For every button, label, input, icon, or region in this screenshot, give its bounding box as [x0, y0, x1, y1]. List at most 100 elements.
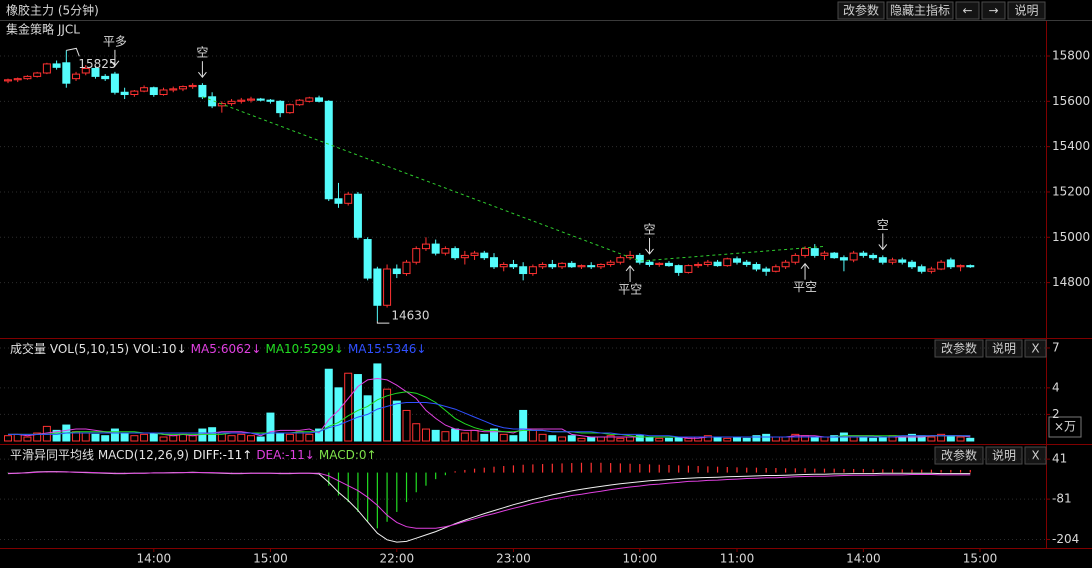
button-frame[interactable] [1024, 446, 1047, 465]
candle-body [830, 252, 839, 259]
button[interactable]: 改参数 [934, 339, 984, 358]
candle-body [752, 263, 761, 270]
y-tick-label: -81 [1052, 492, 1072, 506]
volume-bar [742, 437, 751, 442]
volume-bar [23, 436, 32, 442]
candle-body [480, 252, 489, 259]
button-frame[interactable] [886, 1, 954, 20]
button-frame[interactable] [1024, 339, 1047, 358]
button-frame[interactable] [985, 339, 1023, 358]
button[interactable]: X [1024, 446, 1047, 465]
button-frame[interactable] [955, 1, 980, 20]
y-tick-label: 15000 [1052, 230, 1090, 244]
candle-body [771, 266, 780, 272]
candle-body [587, 265, 596, 268]
candle-body [635, 254, 644, 263]
candle-body [490, 257, 498, 268]
button-frame[interactable] [934, 339, 984, 358]
volume-bar [227, 435, 236, 442]
volume-bar [733, 436, 741, 442]
button[interactable]: 说明 [985, 339, 1023, 358]
x-tick-label: 14:00 [137, 552, 172, 566]
volume-bar [373, 363, 382, 442]
button[interactable]: X [1024, 339, 1047, 358]
y-tick-label: 41 [1052, 452, 1067, 466]
button[interactable]: 改参数 [934, 446, 984, 465]
volume-bar [548, 435, 557, 442]
y-tick-label: 7 [1052, 340, 1060, 354]
button-label[interactable]: 改参数 [941, 448, 977, 463]
button-label[interactable]: 说明 [992, 448, 1016, 463]
button[interactable]: 改参数 [837, 1, 885, 20]
button-label[interactable]: X [1031, 449, 1039, 463]
candle-body [548, 263, 557, 268]
button-frame[interactable] [981, 1, 1006, 20]
signal-label: 空 [196, 46, 208, 60]
volume-bar [276, 432, 285, 442]
candle-body [499, 263, 508, 268]
candle-body [451, 248, 460, 259]
volume-bar [130, 435, 139, 442]
button-frame[interactable] [934, 446, 984, 465]
button-label[interactable]: ← [962, 4, 972, 18]
volume-bar [626, 436, 635, 442]
button-label[interactable]: 改参数 [941, 341, 977, 356]
button-label[interactable]: 说明 [1014, 3, 1038, 18]
candle-body [227, 100, 236, 105]
candle-body [713, 261, 722, 267]
button-label[interactable]: → [988, 4, 998, 18]
candle-body [596, 263, 605, 268]
candle-body [801, 248, 810, 256]
button[interactable]: ← [955, 1, 980, 20]
candle-body [334, 198, 343, 204]
candle-body [577, 265, 586, 268]
button[interactable]: 隐藏主指标 [886, 1, 954, 20]
legend-entry: DIFF:-11↑ [193, 448, 252, 462]
button-frame[interactable] [837, 1, 885, 20]
legend-entry: MACD:0↑ [319, 448, 377, 462]
volume-bar [91, 433, 100, 442]
volume-bar [723, 437, 732, 442]
button[interactable]: → [981, 1, 1006, 20]
legend-entry: MA15:5346↓ [348, 342, 426, 356]
button-frame[interactable] [985, 446, 1023, 465]
button-frame[interactable] [1007, 1, 1046, 20]
signal-arrowhead [645, 248, 654, 255]
legend-entry: VOL:10↓ [133, 342, 187, 356]
volume-bar [713, 436, 722, 442]
candle-body [72, 73, 81, 80]
candle-body [33, 72, 42, 77]
volume-bar [421, 428, 430, 442]
signal-arrowhead [878, 244, 888, 251]
button-label[interactable]: 隐藏主指标 [890, 3, 950, 18]
volume-bar [33, 432, 42, 442]
volume-bar [237, 433, 246, 442]
volume-bar [451, 428, 460, 442]
button[interactable]: 说明 [985, 446, 1023, 465]
candle-body [149, 87, 158, 96]
volume-bar [596, 436, 605, 442]
volume-bar [383, 388, 392, 442]
volume-bar [849, 436, 858, 442]
button-label[interactable]: 改参数 [843, 3, 879, 18]
volume-bar [859, 436, 868, 442]
volume-bar [655, 437, 664, 442]
button-label[interactable]: X [1031, 342, 1039, 356]
volume-bar [402, 409, 411, 442]
legend: 平滑异同平均线 MACD(12,26,9) DIFF:-11↑ DEA:-11↓ MA… [10, 448, 377, 462]
button[interactable]: 说明 [1007, 1, 1046, 20]
volume-bar [587, 436, 596, 442]
volume-bar [801, 435, 810, 442]
unit-box [1048, 416, 1082, 438]
candle-body [859, 252, 868, 256]
x-tick-label: 23:00 [496, 552, 531, 566]
candle-body [169, 88, 178, 91]
x-tick-label: 22:00 [380, 552, 415, 566]
candle-body [363, 239, 372, 279]
volume-bar [927, 436, 936, 442]
volume-bar [664, 437, 673, 442]
x-tick-label: 15:00 [963, 552, 998, 566]
candle-body [956, 265, 965, 268]
candle-body [295, 99, 304, 106]
